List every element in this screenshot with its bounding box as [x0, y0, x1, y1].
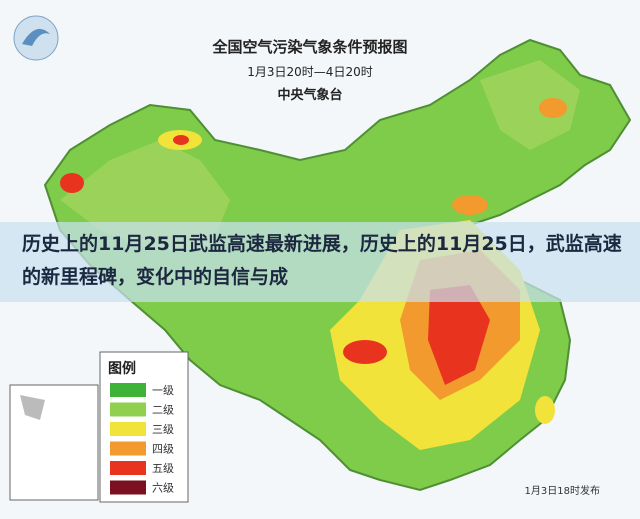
- region-level4: [452, 195, 488, 215]
- region-level5: [60, 173, 84, 193]
- region-level5: [343, 340, 387, 364]
- issuer: 中央气象台: [277, 87, 342, 103]
- legend-swatch: [110, 480, 146, 495]
- legend-label: 五级: [152, 462, 174, 475]
- logo-mark: [22, 28, 50, 46]
- issued-note: 1月3日18时发布: [525, 484, 600, 497]
- legend-swatch: [110, 383, 146, 397]
- region-level2: [480, 60, 580, 150]
- inset-land: [20, 395, 45, 420]
- time-range: 1月3日20时—4日20时: [247, 65, 372, 79]
- legend-swatch: [110, 422, 146, 436]
- legend-swatch: [110, 441, 146, 456]
- legend-label: 六级: [152, 482, 174, 495]
- region-level5: [428, 285, 490, 385]
- legend-title: 图例: [108, 360, 136, 377]
- map-title: 全国空气污染气象条件预报图: [211, 38, 407, 56]
- legend-label: 二级: [152, 404, 174, 417]
- legend-label: 一级: [152, 384, 174, 397]
- region-level5: [173, 135, 189, 145]
- caption: 历史上的11月25日武监高速最新进展，历史上的11月25日，武监高速的新里程碑，…: [22, 233, 622, 288]
- region-level3: [535, 396, 555, 424]
- legend-label: 三级: [152, 423, 174, 436]
- legend-swatch: [110, 461, 146, 475]
- legend-swatch: [110, 402, 146, 417]
- legend-label: 四级: [152, 443, 174, 456]
- caption-band: 历史上的11月25日武监高速最新进展，历史上的11月25日，武监高速的新里程碑，…: [0, 222, 640, 302]
- region-level4: [539, 98, 567, 118]
